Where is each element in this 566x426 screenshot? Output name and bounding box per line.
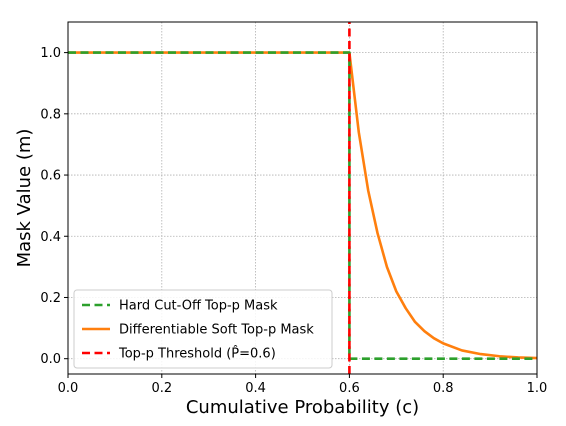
x-tick-label: 0.8 [433,381,454,396]
series-line-hard-cut-off-top-p-mask [68,51,537,361]
ticks: 0.0 0.2 0.4 0.6 0.8 1.0 0.0 0.2 0.4 0.6 0.8 1.0 [40,46,547,396]
x-tick-label: 1.0 [527,381,548,396]
x-tick-label: 0.4 [245,381,266,396]
legend-box [73,289,333,369]
y-tick-label: 0.6 [40,169,61,184]
series-line-differentiable-soft-top-p-mask [68,51,538,360]
y-tick-label: 0.4 [40,230,61,245]
x-axis-label: Cumulative Probability (c) [186,397,419,418]
y-tick-label: 1.0 [40,46,61,61]
y-tick-label: 0.2 [40,291,61,306]
legend: Hard Cut-Off Top-p Mask Differentiable So… [73,289,333,369]
y-axis-label: Mask Value (m) [14,129,35,268]
legend-label: Hard Cut-Off Top-p Mask [119,299,278,314]
x-tick-label: 0.2 [151,381,172,396]
plot-frame [67,21,538,375]
series-layer [68,22,538,374]
y-tick-label: 0.0 [40,352,61,367]
x-tick-label: 0.0 [58,381,79,396]
legend-label: Top-p Threshold (P̂=0.6) [118,346,276,361]
legend-label: Differentiable Soft Top-p Mask [119,323,314,338]
x-tick-label: 0.6 [339,381,360,396]
y-tick-label: 0.8 [40,107,61,122]
